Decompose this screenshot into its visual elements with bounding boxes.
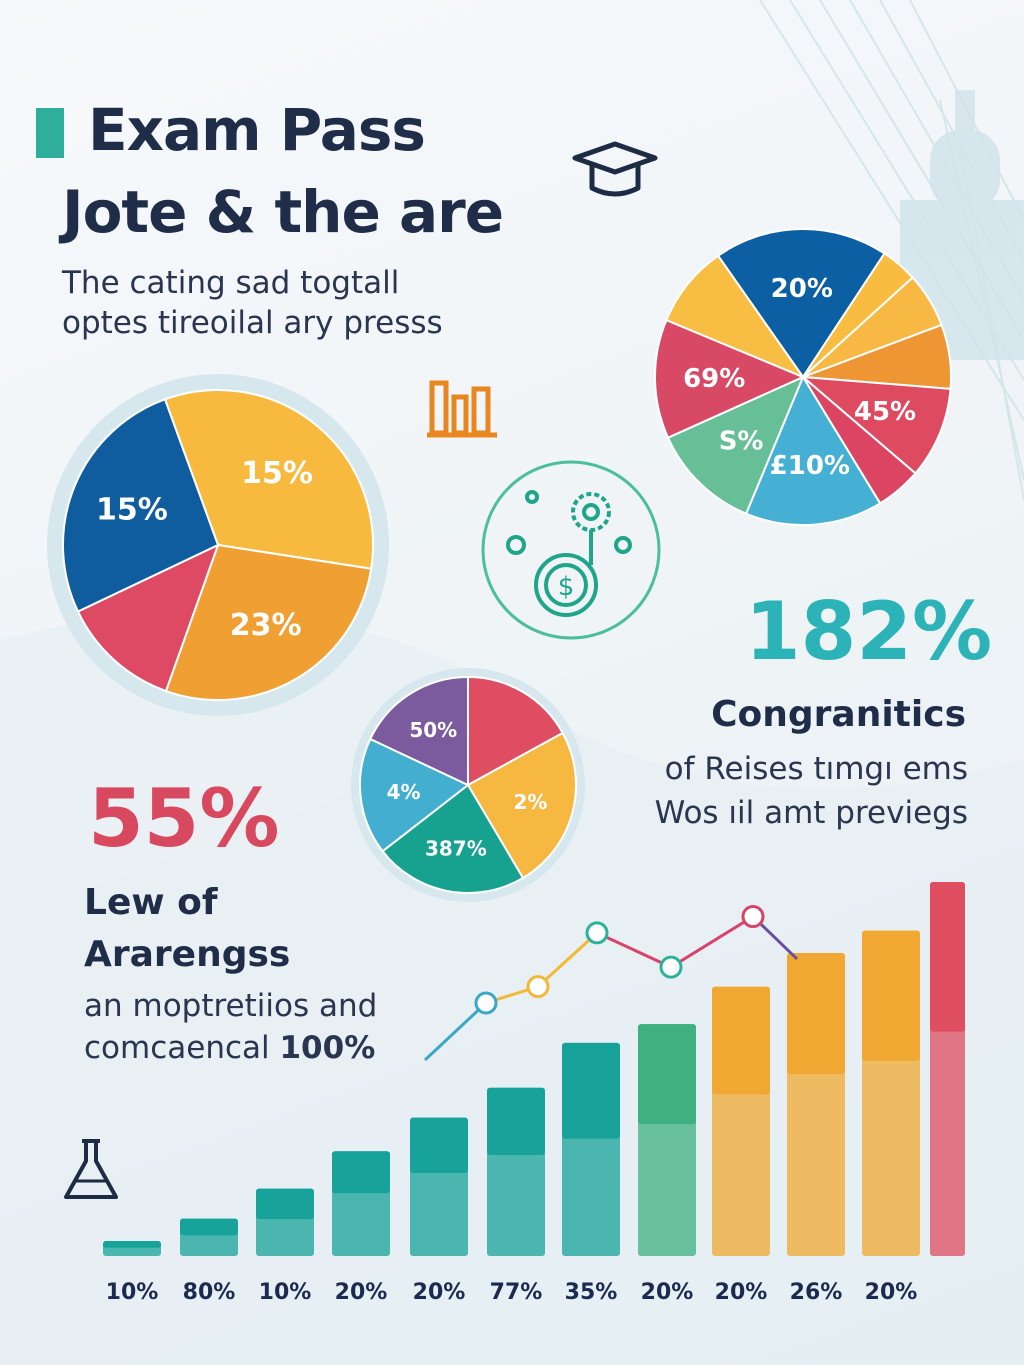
pie-slice — [76, 543, 220, 693]
pie-slice-label: 387% — [425, 836, 487, 860]
gear-coin-icon: $ — [481, 460, 661, 640]
line-point — [741, 905, 765, 929]
bar-label: 20% — [714, 1280, 768, 1305]
pie-slice — [665, 254, 806, 380]
pie-slice — [62, 398, 220, 613]
pie-slice — [164, 543, 373, 701]
pie-slice-label: S% — [719, 426, 764, 456]
bar — [638, 1024, 696, 1256]
pie-slice-label: 50% — [409, 718, 457, 742]
bar — [562, 1042, 620, 1256]
page-title: Exam Pass — [88, 96, 426, 164]
bar-label: 80% — [182, 1280, 236, 1305]
bar-label: 26% — [789, 1280, 843, 1305]
bar — [332, 1151, 390, 1256]
pie-slice-label: 2% — [514, 790, 548, 814]
line-segment — [670, 915, 754, 969]
bar-chart-icon — [427, 380, 497, 438]
graduation-cap-icon — [572, 141, 658, 197]
bar — [180, 1218, 238, 1256]
stat-right-heading: Congranitics — [711, 694, 966, 735]
pie-slice — [716, 228, 886, 379]
line-segment — [536, 931, 599, 988]
pie-slice — [381, 783, 525, 894]
bar-label: 10% — [258, 1280, 312, 1305]
bar — [103, 1241, 161, 1256]
subtitle-line2: optes tireoilal ary presss — [62, 305, 443, 341]
bar-label: 77% — [489, 1280, 543, 1305]
stat-right-value: 182% — [745, 585, 993, 678]
pie-chart-top-right: 20% 45%£10%S% 69% — [654, 228, 952, 526]
stat-left-text1: an moptretiios and — [84, 988, 378, 1024]
stat-left-heading1: Lew of — [84, 882, 218, 923]
bar-label: 20% — [334, 1280, 388, 1305]
stat-right-text1: of Reises tımgı ems — [664, 751, 968, 787]
pie-slice — [467, 675, 564, 787]
pie-slice — [666, 375, 805, 515]
pie-slice-label: 69% — [683, 364, 745, 394]
bar — [256, 1188, 314, 1256]
bar — [487, 1087, 545, 1256]
bar-label: 10% — [105, 1280, 159, 1305]
pie-slice-label: 15% — [96, 493, 168, 528]
pie-slice — [466, 731, 577, 880]
svg-text:$: $ — [558, 572, 575, 602]
bar — [787, 953, 845, 1256]
pie-slice — [163, 389, 374, 570]
pie-slice — [744, 374, 882, 526]
pie-slice — [654, 318, 806, 439]
bar — [862, 930, 920, 1256]
stat-left-heading2: Ararengss — [84, 934, 291, 975]
line-point — [659, 955, 683, 979]
pie-slice-label: £10% — [770, 451, 850, 481]
pie-slice-label: 20% — [771, 274, 833, 304]
bar — [712, 986, 770, 1256]
bar-label: 20% — [640, 1280, 694, 1305]
line-segment — [596, 931, 672, 969]
pie-slice-label: 15% — [241, 456, 313, 491]
subtitle-line1: The cating sad togtall — [62, 265, 400, 301]
line-point — [585, 921, 609, 945]
flask-icon — [64, 1139, 118, 1199]
pie-chart-left: 15% 23% 15% — [47, 374, 389, 716]
page-title-line2: Jote & the are — [62, 178, 504, 246]
line-point — [526, 975, 550, 999]
line-segment — [423, 1001, 488, 1062]
pie-slice — [359, 737, 470, 853]
pie-chart-center: 2% 387% 4% 50% — [351, 668, 585, 902]
pie-slice-label: 4% — [387, 780, 421, 804]
bar — [410, 1117, 468, 1256]
bar-label: 35% — [564, 1280, 618, 1305]
bar — [930, 882, 965, 1256]
bar-label: 20% — [864, 1280, 918, 1305]
pie-slice-label: 23% — [230, 608, 302, 643]
stat-left-text2-bold: 100% — [279, 1030, 376, 1066]
stat-left-text2: comcaencal — [84, 1030, 270, 1066]
title-accent-bar — [36, 108, 64, 158]
bar-label: 20% — [412, 1280, 466, 1305]
pie-slice — [800, 375, 952, 475]
stat-left-value: 55% — [88, 772, 280, 865]
line-point — [474, 991, 498, 1015]
pie-slice-label: 45% — [854, 397, 916, 427]
stat-right-text2: Wos ıil amt previegs — [654, 795, 968, 831]
pie-slice — [368, 675, 469, 787]
